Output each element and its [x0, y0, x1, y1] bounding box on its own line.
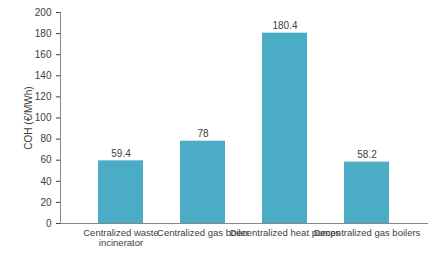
svg-text:58.2: 58.2: [357, 149, 377, 160]
svg-text:60: 60: [40, 154, 52, 165]
svg-text:140: 140: [35, 70, 52, 81]
svg-text:Centralized wasteincinerator: Centralized wasteincinerator: [83, 227, 159, 248]
svg-text:59.4: 59.4: [111, 148, 131, 159]
svg-text:Centralized gas boiler: Centralized gas boiler: [157, 227, 249, 239]
svg-text:180.4: 180.4: [272, 20, 297, 31]
svg-text:120: 120: [35, 91, 52, 102]
svg-text:20: 20: [40, 197, 52, 208]
svg-text:160: 160: [35, 49, 52, 60]
svg-text:Decentralized heat pumps: Decentralized heat pumps: [229, 227, 341, 239]
svg-text:180: 180: [35, 28, 52, 39]
svg-text:0: 0: [46, 218, 52, 229]
svg-text:COH (€/MWh): COH (€/MWh): [23, 86, 34, 149]
svg-text:40: 40: [40, 176, 52, 187]
svg-text:200: 200: [35, 7, 52, 18]
svg-text:78: 78: [197, 128, 209, 139]
svg-text:80: 80: [40, 133, 52, 144]
svg-text:100: 100: [35, 112, 52, 123]
svg-text:Decentralized gas boilers: Decentralized gas boilers: [314, 227, 421, 238]
